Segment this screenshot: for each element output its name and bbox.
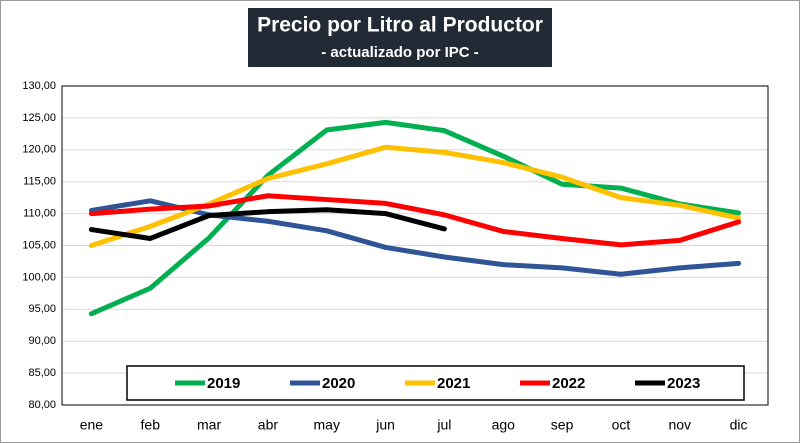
series-line: [88, 207, 447, 241]
y-tick-label: 85,00: [28, 367, 56, 379]
y-tick-label: 110,00: [23, 208, 56, 220]
legend-label: 2023: [667, 375, 700, 392]
y-tick-label: 105,00: [22, 239, 56, 251]
legend-label: 2019: [207, 375, 240, 392]
y-tick-label: 90,00: [28, 335, 56, 347]
x-tick-label: feb: [141, 417, 161, 433]
x-tick-label: jun: [375, 417, 395, 433]
x-tick-label: mar: [197, 417, 221, 433]
series-line: [88, 193, 742, 248]
x-tick-label: may: [314, 417, 340, 433]
plot-border: [61, 85, 769, 406]
y-tick-label: 120,00: [22, 144, 56, 156]
x-tick-label: abr: [258, 417, 279, 433]
x-tick-label: nov: [668, 417, 691, 433]
y-tick-label: 80,00: [28, 399, 56, 411]
x-tick-label: sep: [551, 417, 574, 433]
y-tick-label: 100,00: [22, 271, 56, 283]
y-tick-label: 125,00: [22, 112, 56, 124]
legend-label: 2020: [322, 375, 355, 392]
legend-label: 2022: [552, 375, 585, 392]
legend-label: 2021: [437, 375, 470, 392]
series-line: [88, 119, 742, 317]
y-tick-label: 130,00: [22, 80, 56, 92]
series-line: [88, 198, 742, 277]
chart-subtitle: - actualizado por IPC -: [321, 44, 479, 61]
x-tick-label: oct: [612, 417, 631, 433]
title-box: [248, 8, 552, 67]
x-tick-label: ago: [492, 417, 516, 433]
x-tick-label: ene: [80, 417, 104, 433]
x-tick-label: jul: [436, 417, 451, 433]
chart-title: Precio por Litro al Productor: [257, 14, 543, 37]
y-tick-label: 115,00: [23, 176, 56, 188]
x-tick-label: dic: [730, 417, 748, 433]
y-tick-label: 95,00: [28, 303, 56, 315]
